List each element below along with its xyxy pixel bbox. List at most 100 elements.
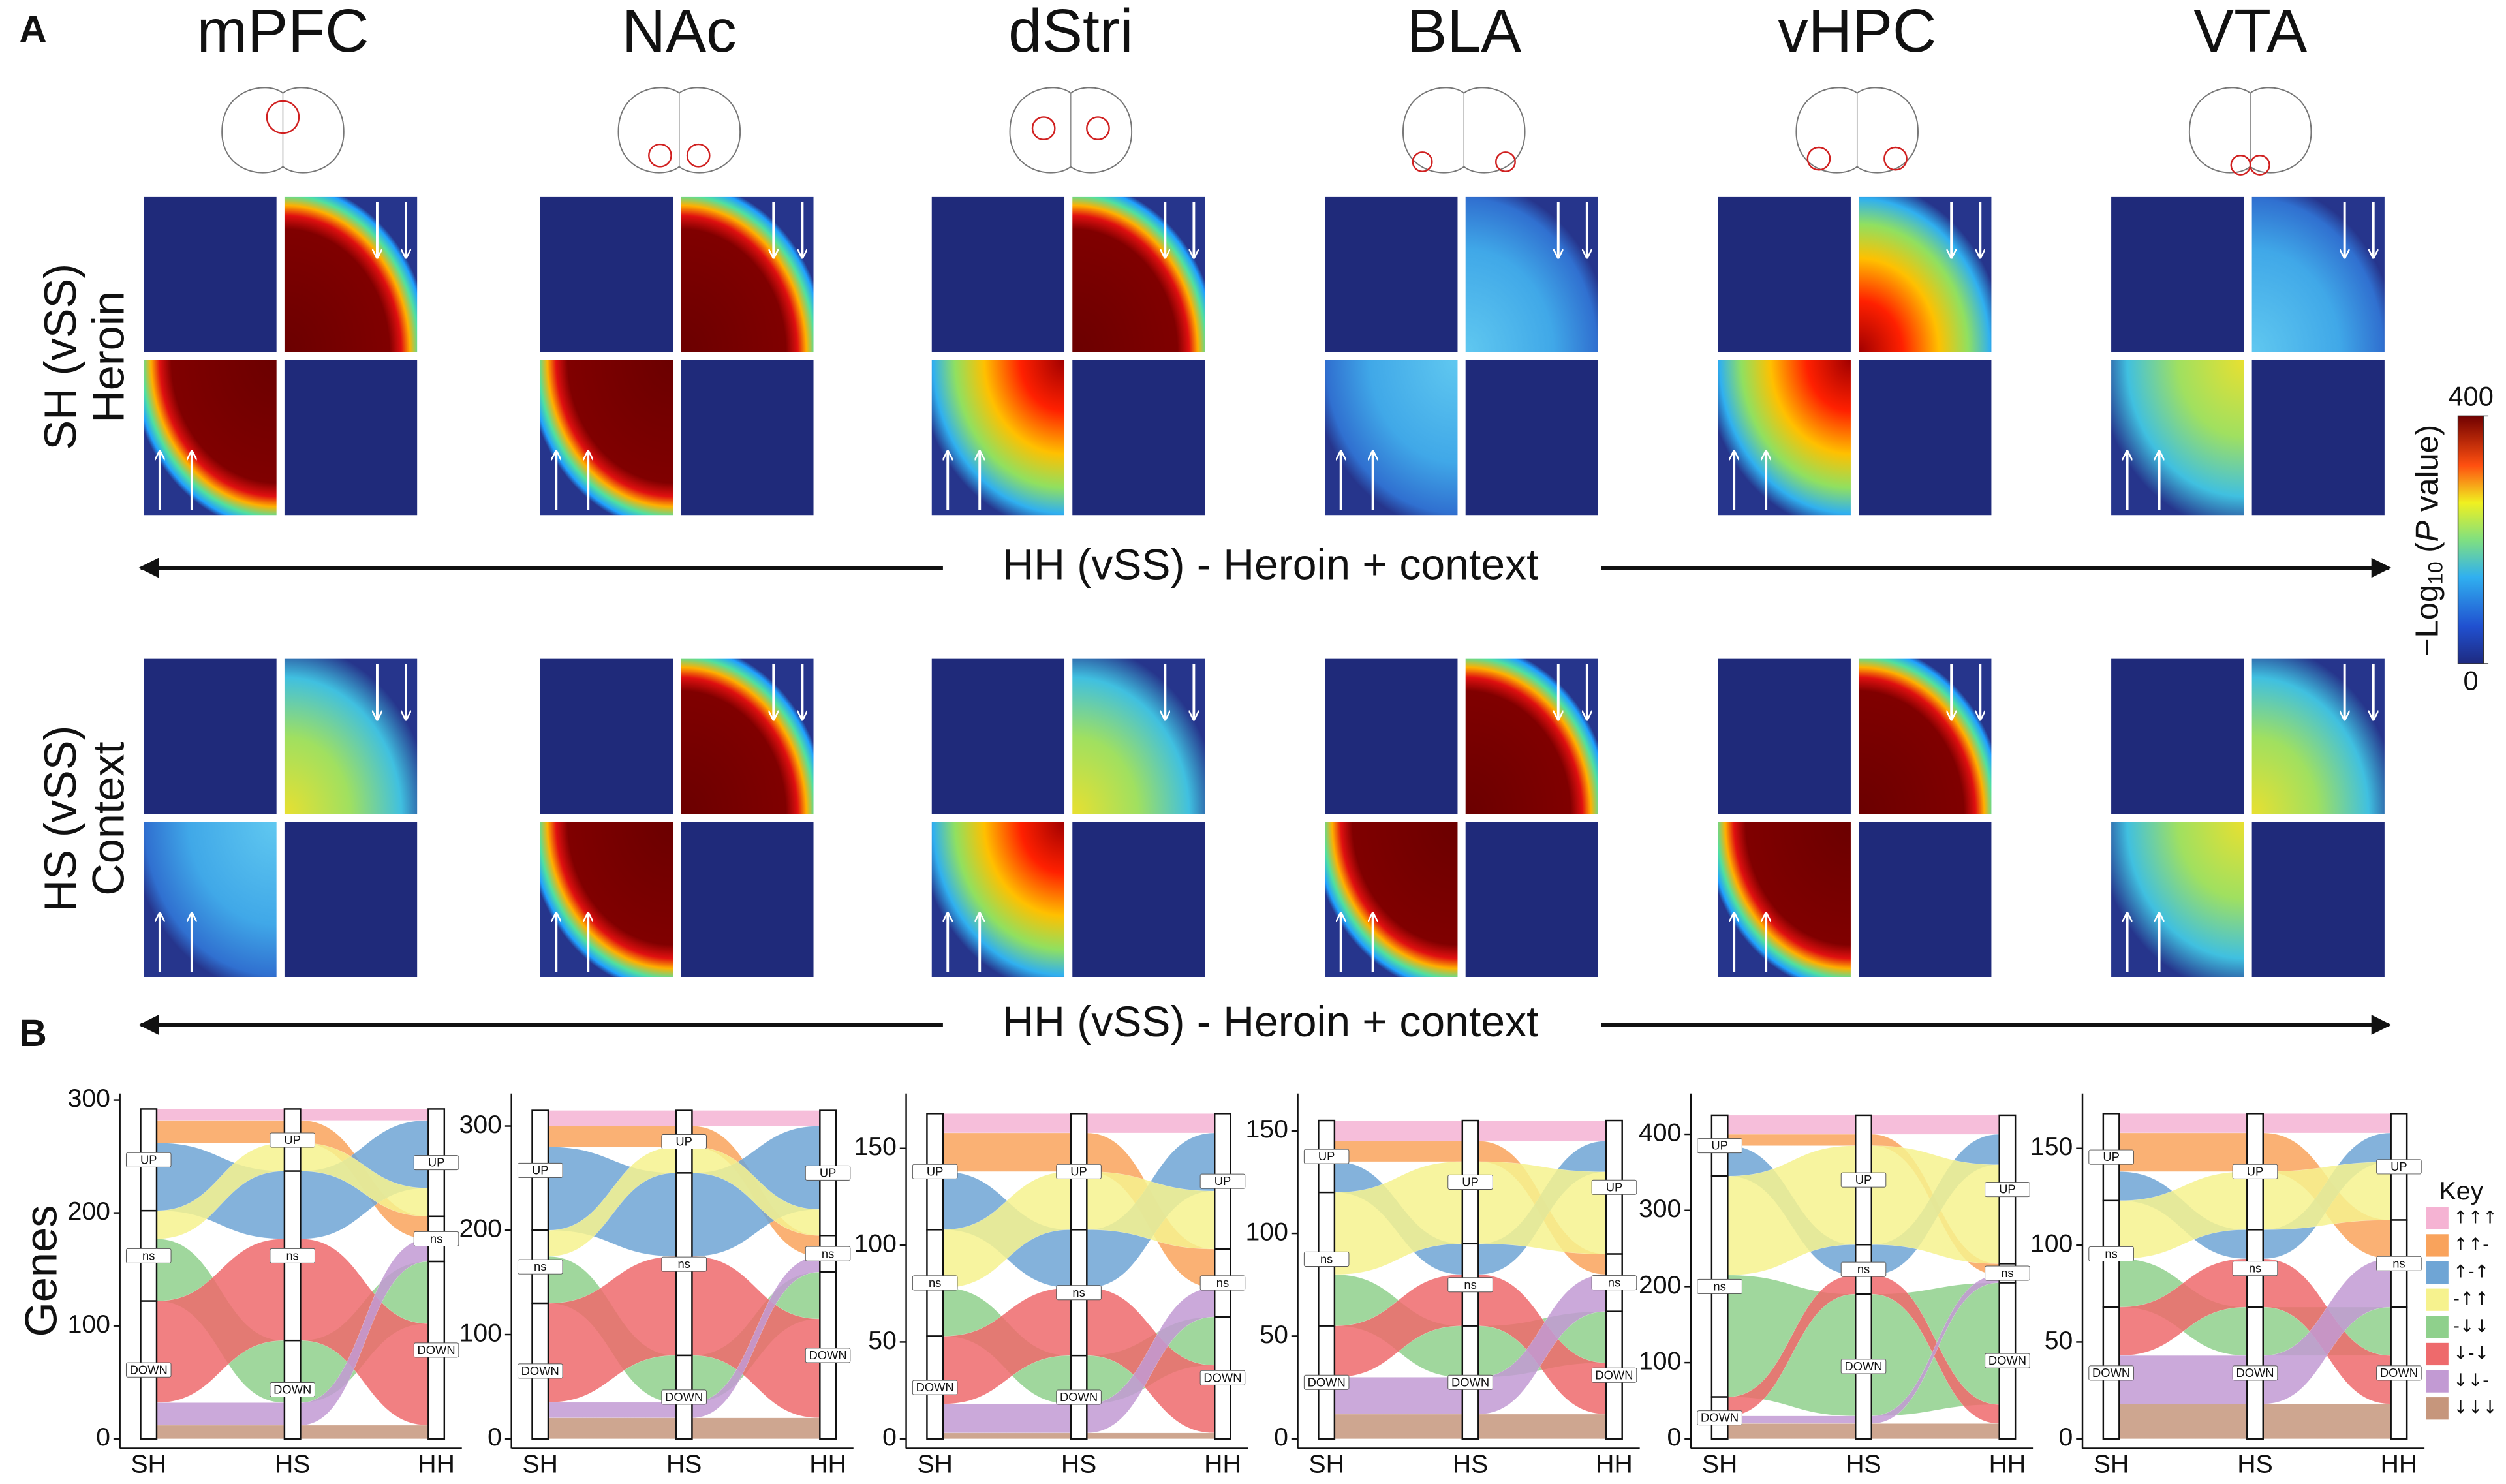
stratum-label: UP	[1711, 1139, 1728, 1152]
stratum-label-box	[1303, 1149, 1350, 1164]
key-swatch	[2426, 1342, 2449, 1366]
y-tick-label: 100	[2030, 1229, 2073, 1258]
brain-icon	[1009, 87, 1132, 174]
stratum-label-box	[661, 1389, 707, 1405]
y-tick-label: 0	[487, 1423, 502, 1451]
heatmap-cell	[1718, 196, 1851, 352]
heatmap-cell	[540, 658, 673, 814]
heatmap-cell	[1072, 360, 1205, 516]
y-tick-label: 300	[1639, 1195, 1681, 1223]
stratum-label: ns	[1216, 1276, 1229, 1290]
brain-icon	[1795, 87, 1919, 174]
flow	[300, 1425, 429, 1440]
key-label: ↑-↑	[2453, 1262, 2489, 1282]
key-label: ↓↓↓	[2453, 1398, 2498, 1418]
x-tick-label: HS	[2237, 1451, 2272, 1479]
heatmap-cell	[284, 196, 418, 352]
stratum-label: ns	[534, 1260, 546, 1273]
heatmap-cell	[681, 360, 814, 516]
heatmap-cell	[540, 822, 673, 977]
stratum-label: ns	[677, 1257, 690, 1271]
heatmap-cell	[1072, 196, 1205, 352]
stratum-label-box	[270, 1382, 315, 1397]
stratum-label: UP	[2103, 1150, 2120, 1164]
stratum-label-box	[2376, 1365, 2422, 1381]
region-marker	[648, 143, 672, 168]
stratum-label-box	[1697, 1278, 1742, 1294]
heatmap-cell	[1859, 658, 1992, 814]
heatmap-cell	[1859, 822, 1992, 977]
stratum-label-box	[2376, 1256, 2422, 1271]
y-tick-label: 100	[68, 1310, 110, 1338]
y-tick-label: 150	[1246, 1115, 1288, 1143]
stratum-label: ns	[1713, 1279, 1725, 1293]
y-tick-label: 0	[1274, 1423, 1288, 1451]
x-tick-label: HS	[275, 1451, 310, 1479]
key-swatch	[2426, 1207, 2449, 1229]
arrow-label: HH (vSS) - Heroin + context	[1002, 541, 1538, 589]
key-swatch	[2426, 1288, 2449, 1311]
heatmap-cell	[1072, 822, 1205, 977]
stratum-label: DOWN	[273, 1383, 311, 1397]
stratum-label-box	[805, 1348, 851, 1363]
stratum-label-box	[1840, 1359, 1887, 1374]
flow	[1727, 1415, 1856, 1424]
y-tick-label: 200	[68, 1198, 110, 1226]
stratum-label-box	[1697, 1138, 1742, 1154]
heatmap-cell	[144, 360, 277, 516]
y-tick-label: 100	[459, 1319, 502, 1347]
flow	[1334, 1120, 1463, 1141]
heatmap-cell	[2111, 360, 2244, 516]
stratum-label: DOWN	[1988, 1353, 2026, 1367]
flow	[1727, 1423, 1856, 1440]
stratum-label-box	[2232, 1365, 2278, 1381]
flow	[942, 1432, 1072, 1440]
stratum-label-box	[1447, 1174, 1493, 1190]
heatmap-cell	[284, 658, 418, 814]
flow	[1727, 1134, 1856, 1146]
stratum-label-box	[2088, 1246, 2134, 1261]
key-label: ↓↓-	[2453, 1370, 2489, 1391]
stratum-label: UP	[1318, 1149, 1335, 1163]
stratum-label: UP	[2390, 1160, 2407, 1173]
heatmap-cell	[931, 196, 1065, 352]
y-axis-label: Genes	[16, 1205, 67, 1337]
stratum-label: UP	[1070, 1164, 1087, 1178]
stratum-label-box	[2088, 1149, 2134, 1165]
stratum-label-box	[2232, 1261, 2278, 1276]
x-tick-label: SH	[917, 1451, 952, 1479]
stratum-label-box	[805, 1165, 851, 1181]
heatmap-cell	[1465, 196, 1598, 352]
heatmap-cell	[1465, 822, 1598, 977]
heatmap-cell	[1465, 658, 1598, 814]
heatmap-cell	[1718, 658, 1851, 814]
heatmap-cell	[1325, 658, 1458, 814]
flow	[692, 1417, 820, 1440]
stratum-label: ns	[1464, 1278, 1476, 1291]
stratum-label-box	[1447, 1277, 1493, 1293]
stratum-label: UP	[1855, 1173, 1872, 1186]
heatmap-cell	[144, 196, 277, 352]
x-tick-label: SH	[523, 1451, 558, 1479]
x-tick-label: HH	[1204, 1451, 1241, 1479]
stratum-label: DOWN	[916, 1380, 954, 1394]
heatmap-cell	[1859, 360, 1992, 516]
flow	[692, 1110, 820, 1126]
flow	[156, 1109, 285, 1121]
flow	[1087, 1113, 1215, 1134]
heatmap-cell	[931, 822, 1065, 977]
key-label: -↓↓	[2453, 1316, 2489, 1337]
flow	[548, 1110, 677, 1126]
stratum-label: DOWN	[130, 1363, 168, 1376]
heatmap-cell	[681, 196, 814, 352]
heatmap-cell	[2251, 658, 2385, 814]
heatmap-cell	[2251, 196, 2385, 352]
stratum-label-box	[125, 1248, 172, 1263]
brain-icon	[221, 87, 345, 174]
heatmap-cell	[540, 196, 673, 352]
flow	[548, 1402, 677, 1419]
stratum-label: ns	[430, 1232, 442, 1246]
stratum-label: UP	[2247, 1164, 2264, 1178]
region-marker	[1806, 146, 1831, 171]
